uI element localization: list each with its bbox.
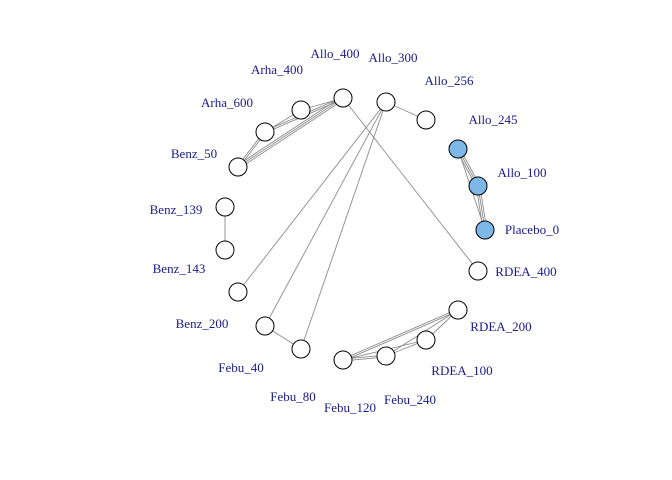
node-rdea_200 bbox=[448, 300, 468, 320]
edge-febu_120-rdea_200 bbox=[342, 308, 458, 360]
edge-allo_300-febu_80 bbox=[300, 101, 387, 350]
edge-allo_400-benz_50 bbox=[238, 99, 345, 169]
node-label-benz_200: Benz_200 bbox=[176, 316, 229, 331]
node-label-febu_80: Febu_80 bbox=[270, 389, 316, 404]
node-febu_40 bbox=[255, 316, 275, 336]
node-allo_100 bbox=[468, 176, 488, 196]
node-placebo_0 bbox=[475, 220, 495, 240]
node-allo_400 bbox=[333, 88, 353, 108]
node-layer bbox=[215, 88, 495, 370]
node-label-arha_400: Arha_400 bbox=[251, 62, 303, 77]
node-label-allo_300: Allo_300 bbox=[368, 50, 417, 65]
edge-allo_400-benz_50 bbox=[237, 97, 344, 168]
node-label-rdea_200: RDEA_200 bbox=[470, 319, 531, 334]
node-benz_200 bbox=[228, 282, 248, 302]
edge-allo_400-rdea_400 bbox=[342, 97, 479, 272]
node-label-febu_40: Febu_40 bbox=[218, 360, 264, 375]
node-label-febu_120: Febu_120 bbox=[324, 400, 376, 415]
node-label-placebo_0: Placebo_0 bbox=[505, 222, 559, 237]
node-allo_245 bbox=[448, 139, 468, 159]
node-label-arha_600: Arha_600 bbox=[201, 95, 253, 110]
node-label-benz_50: Benz_50 bbox=[171, 146, 217, 161]
node-benz_143 bbox=[215, 240, 235, 260]
edge-febu_120-rdea_200 bbox=[343, 310, 459, 362]
node-arha_600 bbox=[255, 122, 275, 142]
node-allo_256 bbox=[416, 110, 436, 130]
node-febu_80 bbox=[291, 339, 311, 359]
node-label-allo_245: Allo_245 bbox=[468, 112, 517, 127]
edge-allo_400-benz_50 bbox=[236, 96, 343, 166]
node-label-allo_256: Allo_256 bbox=[424, 73, 474, 88]
node-label-allo_100: Allo_100 bbox=[497, 165, 546, 180]
label-layer: Allo_400 Allo_300 Allo_256 Allo_245 Allo_100… bbox=[150, 46, 559, 415]
node-label-benz_143: Benz_143 bbox=[153, 261, 206, 276]
edge-allo_300-febu_40 bbox=[264, 101, 387, 327]
node-rdea_400 bbox=[468, 261, 488, 281]
node-label-benz_139: Benz_139 bbox=[150, 202, 203, 217]
node-febu_120 bbox=[333, 350, 353, 370]
node-allo_300 bbox=[376, 92, 396, 112]
node-rdea_100 bbox=[416, 330, 436, 350]
node-arha_400 bbox=[291, 100, 311, 120]
node-benz_139 bbox=[215, 197, 235, 217]
node-label-rdea_400: RDEA_400 bbox=[495, 264, 556, 279]
node-label-allo_400: Allo_400 bbox=[310, 46, 359, 61]
node-label-febu_240: Febu_240 bbox=[384, 392, 436, 407]
node-febu_240 bbox=[376, 346, 396, 366]
edge-allo_300-benz_200 bbox=[237, 101, 387, 293]
node-label-rdea_100: RDEA_100 bbox=[431, 363, 492, 378]
node-benz_50 bbox=[228, 157, 248, 177]
